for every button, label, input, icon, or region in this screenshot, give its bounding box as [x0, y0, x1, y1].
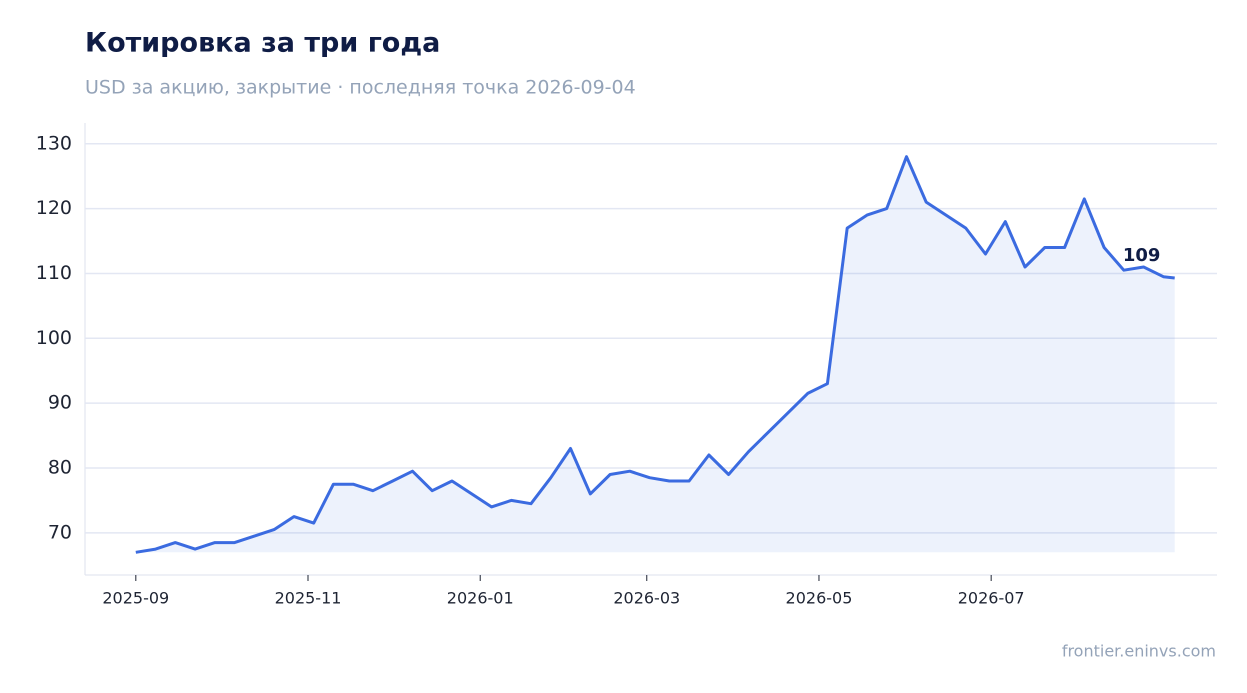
chart-title: Котировка за три года: [85, 28, 440, 59]
y-tick-label: 80: [48, 456, 72, 478]
annotation: 109: [1123, 245, 1161, 266]
y-tick-label: 90: [48, 392, 72, 414]
source: frontier.eninvs.com: [1062, 642, 1216, 661]
y-tick-label: 110: [36, 262, 72, 284]
y-tick-label: 120: [36, 197, 72, 219]
y-tick-label: 70: [48, 521, 72, 543]
x-tick-label: 2025-09: [102, 589, 169, 608]
area: [135, 156, 1175, 553]
x-tick-label: 2026-05: [786, 589, 853, 608]
x-tick-label: 2026-01: [447, 589, 514, 608]
y-tick-label: 100: [36, 327, 72, 349]
x-tick-label: 2026-03: [613, 589, 680, 608]
line: [135, 155, 1175, 554]
x-tick-label: 2026-07: [958, 589, 1025, 608]
y-tick-label: 130: [36, 132, 72, 154]
x-tick-label: 2025-11: [275, 589, 342, 608]
chart-subtitle: USD за акцию, закрытие · последняя точка…: [85, 77, 636, 99]
